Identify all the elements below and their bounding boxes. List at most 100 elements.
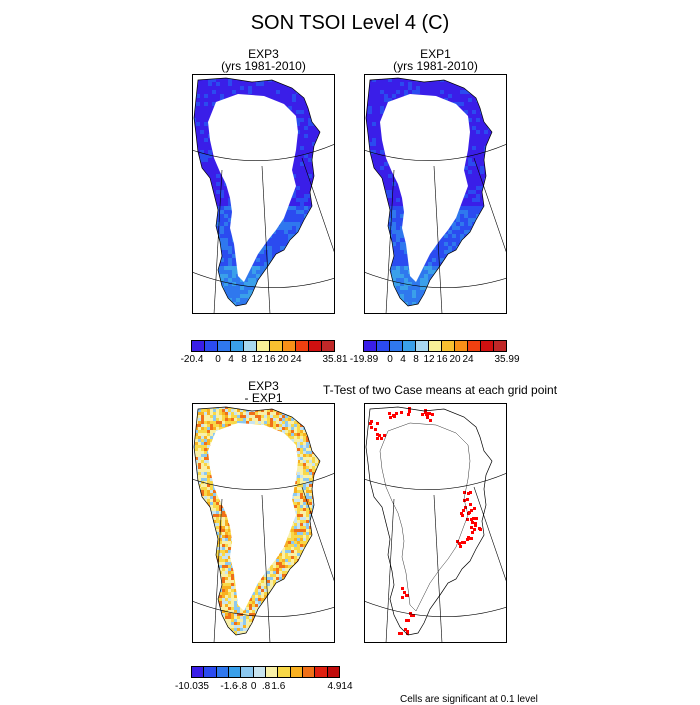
difference-cell — [297, 427, 300, 430]
temperature-cell — [444, 238, 448, 242]
temperature-cell — [300, 106, 304, 110]
temperature-cell — [376, 298, 380, 302]
temperature-cell — [240, 286, 244, 290]
temperature-cell — [376, 186, 380, 190]
temperature-cell — [372, 206, 376, 210]
temperature-cell — [220, 266, 224, 270]
temperature-cell — [268, 86, 272, 90]
temperature-cell — [264, 306, 268, 310]
temperature-cell — [452, 298, 456, 302]
temperature-cell — [224, 82, 228, 86]
temperature-cell — [376, 90, 380, 94]
temperature-cell — [472, 274, 476, 278]
temperature-cell — [324, 206, 328, 210]
temperature-cell — [224, 266, 228, 270]
temperature-cell — [480, 238, 484, 242]
temperature-cell — [388, 94, 392, 98]
temperature-cell — [444, 270, 448, 274]
difference-cell — [222, 418, 225, 421]
temperature-cell — [260, 250, 264, 254]
temperature-cell — [376, 146, 380, 150]
temperature-cell — [196, 254, 200, 258]
temperature-cell — [388, 290, 392, 294]
temperature-cell — [476, 206, 480, 210]
temperature-cell — [284, 306, 288, 310]
temperature-cell — [460, 234, 464, 238]
temperature-cell — [444, 234, 448, 238]
temperature-cell — [396, 190, 400, 194]
difference-cell — [318, 412, 321, 415]
temperature-cell — [376, 178, 380, 182]
temperature-cell — [312, 118, 316, 122]
temperature-cell — [288, 98, 292, 102]
temperature-cell — [492, 150, 496, 154]
temperature-cell — [492, 250, 496, 254]
difference-cell — [222, 412, 225, 415]
temperature-cell — [436, 246, 440, 250]
temperature-cell — [320, 194, 324, 198]
difference-cell — [255, 406, 258, 409]
difference-cell — [252, 415, 255, 418]
temperature-cell — [204, 254, 208, 258]
temperature-cell — [276, 78, 280, 82]
temperature-cell — [496, 154, 500, 158]
temperature-cell — [204, 130, 208, 134]
temperature-cell — [500, 290, 504, 294]
temperature-cell — [300, 186, 304, 190]
temperature-cell — [484, 138, 488, 142]
temperature-cell — [488, 222, 492, 226]
temperature-cell — [408, 290, 412, 294]
difference-cell — [306, 427, 309, 430]
temperature-cell — [484, 78, 488, 82]
temperature-cell — [304, 134, 308, 138]
temperature-cell — [500, 194, 504, 198]
temperature-cell — [392, 234, 396, 238]
temperature-cell — [388, 190, 392, 194]
temperature-cell — [384, 274, 388, 278]
temperature-cell — [208, 262, 212, 266]
difference-cell — [321, 424, 324, 427]
difference-cell — [321, 427, 324, 430]
difference-cell — [273, 421, 276, 424]
temperature-cell — [316, 114, 320, 118]
temperature-cell — [492, 294, 496, 298]
difference-cell — [324, 409, 327, 412]
temperature-cell — [320, 294, 324, 298]
temperature-cell — [200, 238, 204, 242]
temperature-cell — [476, 122, 480, 126]
temperature-cell — [280, 294, 284, 298]
difference-cell — [222, 415, 225, 418]
temperature-cell — [500, 274, 504, 278]
temperature-cell — [212, 82, 216, 86]
difference-cell — [249, 418, 252, 421]
temperature-cell — [372, 210, 376, 214]
temperature-cell — [376, 162, 380, 166]
difference-cell — [324, 427, 327, 430]
temperature-cell — [368, 286, 372, 290]
temperature-cell — [388, 194, 392, 198]
temperature-cell — [404, 90, 408, 94]
temperature-cell — [328, 162, 332, 166]
temperature-cell — [372, 114, 376, 118]
temperature-cell — [300, 242, 304, 246]
temperature-cell — [368, 182, 372, 186]
temperature-cell — [300, 238, 304, 242]
difference-cell — [330, 415, 333, 418]
temperature-cell — [292, 242, 296, 246]
temperature-cell — [280, 282, 284, 286]
temperature-cell — [396, 238, 400, 242]
temperature-cell — [308, 242, 312, 246]
temperature-cell — [308, 274, 312, 278]
temperature-cell — [436, 82, 440, 86]
temperature-cell — [368, 222, 372, 226]
temperature-cell — [380, 98, 384, 102]
temperature-cell — [472, 262, 476, 266]
temperature-cell — [392, 202, 396, 206]
temperature-cell — [492, 274, 496, 278]
temperature-cell — [280, 298, 284, 302]
temperature-cell — [384, 254, 388, 258]
temperature-cell — [368, 210, 372, 214]
temperature-cell — [272, 290, 276, 294]
temperature-cell — [376, 102, 380, 106]
difference-cell — [204, 439, 207, 442]
